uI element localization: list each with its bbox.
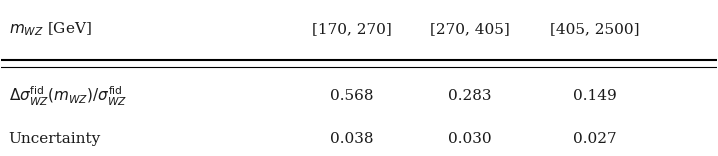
Text: $\Delta\sigma^{\mathrm{fid}}_{WZ}(m_{WZ})/\sigma^{\mathrm{fid}}_{WZ}$: $\Delta\sigma^{\mathrm{fid}}_{WZ}(m_{WZ}… [9,85,127,108]
Text: 0.027: 0.027 [573,132,617,146]
Text: [405, 2500]: [405, 2500] [550,22,640,36]
Text: [270, 405]: [270, 405] [430,22,510,36]
Text: 0.030: 0.030 [448,132,492,146]
Text: 0.038: 0.038 [330,132,373,146]
Text: 0.283: 0.283 [448,89,492,103]
Text: Uncertainty: Uncertainty [9,132,101,146]
Text: $m_{WZ}$ [GeV]: $m_{WZ}$ [GeV] [9,20,91,38]
Text: 0.568: 0.568 [330,89,373,103]
Text: 0.149: 0.149 [573,89,617,103]
Text: [170, 270]: [170, 270] [312,22,392,36]
